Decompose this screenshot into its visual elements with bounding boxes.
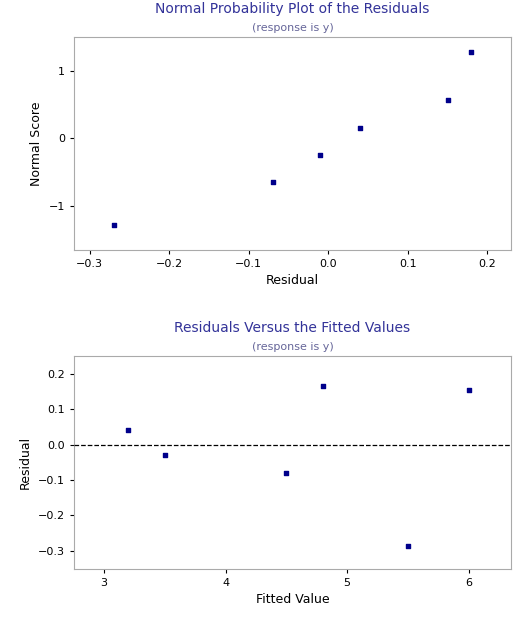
Y-axis label: Normal Score: Normal Score [30,101,43,185]
Point [316,150,325,159]
Point [268,177,277,187]
Point [404,541,412,551]
Text: Normal Probability Plot of the Residuals: Normal Probability Plot of the Residuals [155,2,430,16]
Point [161,451,169,460]
Point [443,95,452,105]
Text: (response is y): (response is y) [251,342,334,352]
Y-axis label: Residual: Residual [19,436,32,489]
Point [467,47,476,57]
Point [464,384,473,394]
X-axis label: Residual: Residual [266,274,319,287]
Point [319,381,327,391]
Point [109,220,118,230]
Text: Residuals Versus the Fitted Values: Residuals Versus the Fitted Values [174,321,411,335]
X-axis label: Fitted Value: Fitted Value [256,593,329,606]
Text: (response is y): (response is y) [251,23,334,33]
Title: Normal Probability Plot of the Residuals
(response is y): Normal Probability Plot of the Residuals… [0,617,1,618]
Point [356,122,364,132]
Point [282,468,290,478]
Point [124,425,133,435]
